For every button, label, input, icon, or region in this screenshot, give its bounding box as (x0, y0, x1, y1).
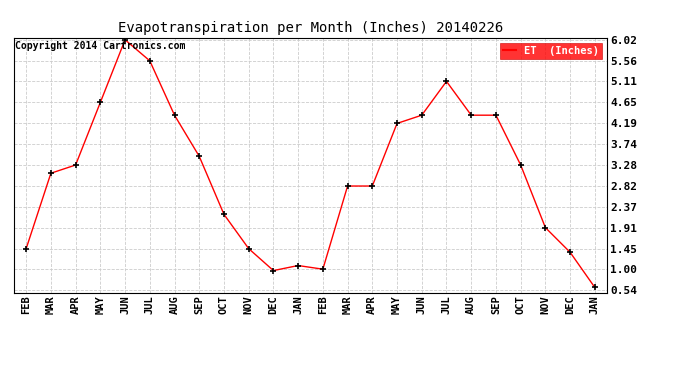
Title: Evapotranspiration per Month (Inches) 20140226: Evapotranspiration per Month (Inches) 20… (118, 21, 503, 35)
Text: Copyright 2014 Cartronics.com: Copyright 2014 Cartronics.com (15, 41, 186, 51)
Legend: ET  (Inches): ET (Inches) (500, 43, 602, 59)
